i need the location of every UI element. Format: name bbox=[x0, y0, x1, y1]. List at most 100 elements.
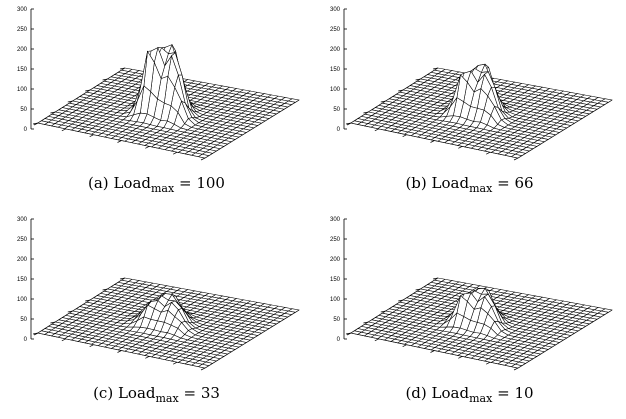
surface-cell bbox=[37, 330, 49, 335]
x-tick bbox=[89, 134, 94, 137]
z-tick-label: 0 bbox=[24, 337, 28, 343]
caption-prefix: (b) bbox=[405, 174, 427, 192]
z-tick-label: 200 bbox=[17, 257, 28, 263]
surface-cell bbox=[350, 330, 362, 335]
x-tick bbox=[200, 157, 206, 161]
x-tick bbox=[145, 146, 150, 149]
surface-mesh bbox=[350, 63, 613, 159]
x-tick bbox=[486, 361, 491, 365]
z-tick-label: 250 bbox=[17, 237, 28, 243]
x-tick bbox=[374, 338, 379, 342]
caption-equals: = bbox=[497, 174, 510, 192]
z-tick-label: 250 bbox=[330, 237, 341, 243]
chart-panel-d: 0 50 100 150 200 250 300 (d) Loadmax = 10 bbox=[313, 210, 626, 419]
z-tick-label: 50 bbox=[333, 317, 340, 323]
surface-mesh bbox=[37, 277, 300, 369]
caption-prefix: (c) bbox=[93, 384, 114, 402]
x-tick bbox=[61, 128, 66, 132]
x-tick bbox=[374, 128, 379, 132]
caption-label: Load bbox=[431, 384, 470, 402]
caption-label: Load bbox=[431, 174, 470, 192]
surface-plot-b: 0 50 100 150 200 250 300 bbox=[330, 7, 613, 161]
caption-equals: = bbox=[497, 384, 510, 402]
y-tick bbox=[380, 100, 386, 103]
caption-equals: = bbox=[183, 384, 197, 402]
y-tick bbox=[363, 321, 369, 324]
caption-label: Load bbox=[113, 174, 151, 192]
x-tick bbox=[61, 338, 66, 342]
surface-plot-d: 0 50 100 150 200 250 300 bbox=[330, 217, 613, 371]
z-tick-label: 200 bbox=[17, 47, 28, 53]
caption-sub: max bbox=[469, 182, 493, 195]
surface-plot-c: 0 50 100 150 200 250 300 bbox=[17, 217, 300, 371]
surface-cell bbox=[350, 120, 362, 125]
x-tick bbox=[145, 356, 150, 359]
x-tick bbox=[173, 361, 178, 365]
z-tick-label: 0 bbox=[24, 127, 28, 133]
z-tick-label: 0 bbox=[337, 337, 341, 343]
caption-prefix: (d) bbox=[405, 384, 427, 402]
z-tick-label: 150 bbox=[17, 67, 28, 73]
z-tick-label: 150 bbox=[330, 67, 341, 73]
y-tick bbox=[85, 299, 91, 302]
z-tick-label: 50 bbox=[20, 107, 27, 113]
y-tick bbox=[415, 78, 421, 81]
caption-value: 33 bbox=[200, 384, 220, 402]
y-tick bbox=[345, 122, 352, 125]
y-tick bbox=[67, 100, 73, 103]
chart-panel-a: 0 50 100 150 200 250 300 (a) Loadmax = 100 bbox=[0, 0, 313, 209]
y-tick bbox=[119, 277, 126, 280]
z-tick-label: 200 bbox=[330, 47, 341, 53]
caption-b: (b) Loadmax = 66 bbox=[313, 174, 626, 195]
y-tick bbox=[398, 299, 404, 302]
z-tick-label: 100 bbox=[17, 87, 28, 93]
caption-sub: max bbox=[151, 182, 175, 195]
y-tick bbox=[50, 321, 56, 324]
surface-mesh bbox=[350, 277, 613, 369]
x-tick bbox=[458, 356, 463, 359]
z-tick-label: 250 bbox=[17, 27, 28, 33]
x-tick bbox=[402, 344, 407, 347]
caption-c: (c) Loadmax = 33 bbox=[0, 384, 313, 405]
caption-label: Load bbox=[117, 384, 156, 402]
z-tick-label: 100 bbox=[330, 87, 341, 93]
x-tick bbox=[430, 140, 435, 143]
y-tick bbox=[363, 111, 369, 114]
z-tick-label: 100 bbox=[17, 297, 28, 303]
z-tick-label: 300 bbox=[330, 217, 341, 223]
z-tick-label: 50 bbox=[20, 317, 27, 323]
y-tick bbox=[415, 288, 421, 291]
caption-value: 100 bbox=[196, 174, 225, 192]
x-tick bbox=[117, 350, 122, 353]
z-tick-label: 300 bbox=[17, 217, 28, 223]
y-tick bbox=[380, 310, 386, 313]
caption-sub: max bbox=[155, 392, 179, 405]
y-tick bbox=[32, 332, 39, 335]
y-tick bbox=[67, 310, 73, 313]
y-tick bbox=[50, 111, 56, 114]
x-tick bbox=[402, 134, 407, 137]
z-tick-label: 300 bbox=[17, 7, 28, 13]
y-tick bbox=[102, 288, 108, 291]
y-tick bbox=[432, 67, 439, 70]
x-tick bbox=[430, 350, 435, 353]
x-tick bbox=[200, 367, 206, 371]
caption-d: (d) Loadmax = 10 bbox=[313, 384, 626, 405]
caption-sub: max bbox=[469, 392, 493, 405]
caption-a: (a) Loadmax = 100 bbox=[0, 174, 313, 195]
x-tick bbox=[513, 367, 519, 371]
y-tick bbox=[432, 277, 439, 280]
z-tick-label: 150 bbox=[17, 277, 28, 283]
surface-plot-a: 0 50 100 150 200 250 300 bbox=[17, 7, 300, 161]
z-tick-label: 250 bbox=[330, 27, 341, 33]
y-tick bbox=[345, 332, 352, 335]
x-tick bbox=[173, 151, 178, 155]
z-tick-label: 100 bbox=[330, 297, 341, 303]
x-tick bbox=[117, 140, 122, 143]
y-tick bbox=[102, 78, 108, 81]
y-tick bbox=[85, 89, 91, 92]
caption-value: 10 bbox=[514, 384, 534, 402]
chart-panel-c: 0 50 100 150 200 250 300 (c) Loadmax = 33 bbox=[0, 210, 313, 419]
z-tick-label: 0 bbox=[337, 127, 341, 133]
y-tick bbox=[398, 89, 404, 92]
